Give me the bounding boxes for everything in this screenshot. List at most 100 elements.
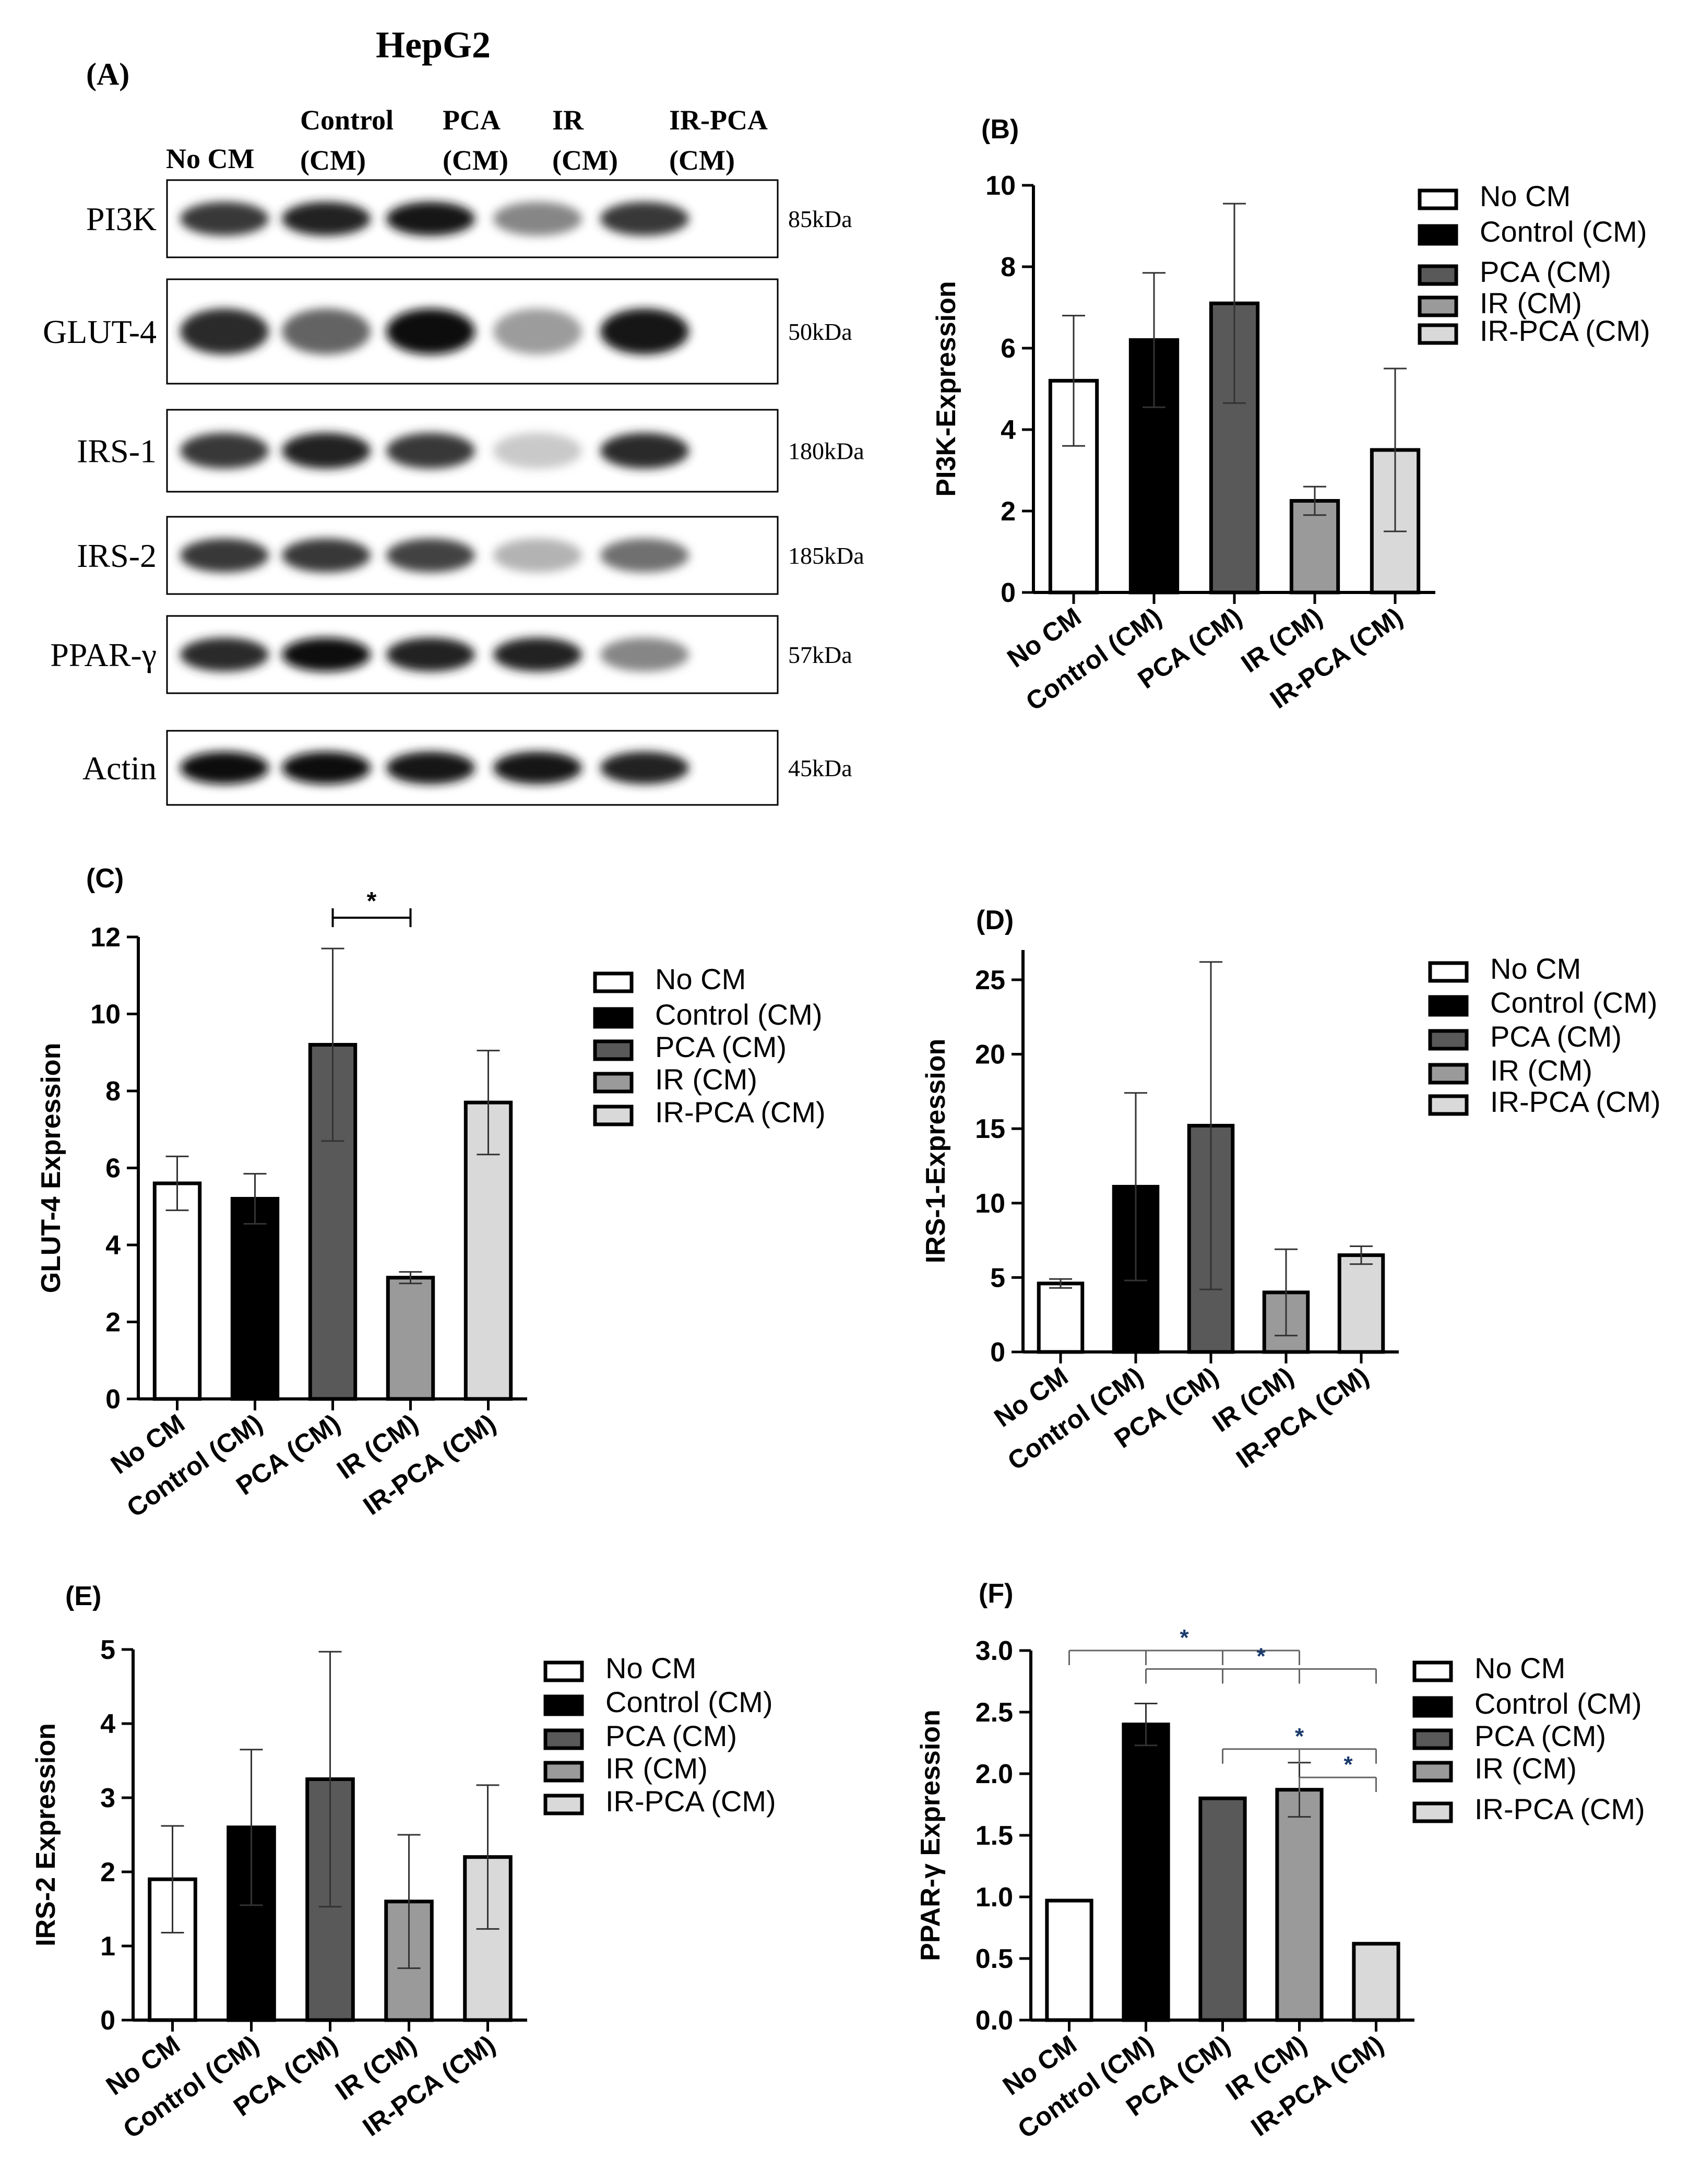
legend-swatch [1418, 224, 1458, 246]
legend-swatch [593, 971, 634, 993]
lane-label: (CM) [300, 145, 366, 176]
blot-band [600, 308, 689, 354]
blot-band [386, 637, 475, 672]
legend-swatch [543, 1761, 584, 1783]
legend-swatch [593, 1105, 634, 1126]
y-tick-label: 8 [105, 1076, 121, 1107]
blot-band [386, 538, 475, 573]
bar [1122, 1723, 1170, 2022]
y-tick-label: 10 [90, 1000, 121, 1030]
blot-protein-label: PI3K [86, 200, 157, 238]
bar [230, 1197, 280, 1401]
y-tick-label: 2 [100, 1857, 115, 1888]
panel-label: (D) [976, 905, 1014, 935]
legend-swatch [1418, 188, 1458, 210]
legend-label: No CM [1474, 1652, 1565, 1684]
y-tick-label: 2 [105, 1308, 121, 1338]
legend-label: PCA (CM) [1490, 1020, 1622, 1053]
y-tick-label: 10 [985, 171, 1016, 201]
lane-header: Control (CM) [300, 104, 394, 176]
chart-panel-f: (F) 0.0 0.5 1.0 1.5 2.0 2.5 3.0 PPAR-γ Expressio… [915, 1578, 1414, 2144]
sig-star: * [1343, 1752, 1353, 1777]
lane-header: IR (CM) [552, 104, 618, 176]
legend-swatch [543, 1694, 584, 1716]
blot-size-label: 85kDa [788, 206, 852, 232]
y-tick-label: 2.5 [976, 1698, 1013, 1728]
blot-pi3k: PI3K 85kDa [86, 179, 852, 258]
blot-band [282, 432, 371, 469]
blot-band [600, 637, 689, 672]
panel-label: (B) [981, 114, 1019, 145]
bar [1198, 1796, 1247, 2022]
bar [1352, 1942, 1400, 2022]
legend-label: IR (CM) [605, 1752, 708, 1785]
x-tick-label: Control (CM) [118, 2029, 264, 2144]
panel-a-label: (A) [86, 57, 129, 91]
y-tick-label: 2.0 [976, 1759, 1013, 1789]
blot-size-label: 180kDa [788, 438, 864, 465]
x-tick-label: Control (CM) [122, 1408, 268, 1523]
legend-label: IR (CM) [655, 1063, 757, 1096]
blot-band [493, 637, 582, 672]
blot-protein-label: GLUT-4 [43, 313, 157, 350]
legend-swatch [593, 1072, 634, 1094]
blot-actin: Actin 45kDa [82, 730, 852, 806]
x-tick-label: IR-PCA (CM) [1246, 2029, 1389, 2142]
legend-swatch [1412, 1728, 1453, 1750]
legend-swatch [1428, 1094, 1469, 1116]
legend-swatch [1418, 264, 1458, 286]
y-tick-label: 6 [1001, 334, 1016, 364]
blot-band [600, 432, 689, 469]
y-axis-label: PI3K-Expression [931, 281, 961, 496]
y-tick-label: 4 [1001, 415, 1016, 445]
y-tick-label: 4 [105, 1230, 121, 1261]
legend-swatch [1412, 1801, 1453, 1823]
blot-protein-label: PPAR-γ [50, 636, 157, 673]
y-tick-label: 25 [975, 965, 1005, 995]
blot-irs-2: IRS-2 185kDa [77, 516, 864, 595]
y-tick-label: 1.5 [976, 1821, 1013, 1851]
blot-band [180, 751, 269, 785]
x-tick-label: IR-PCA (CM) [358, 1408, 501, 1521]
blot-band [386, 201, 475, 236]
y-tick-label: 20 [975, 1040, 1005, 1070]
lane-header: IR-PCA (CM) [669, 104, 768, 176]
blot-band [282, 201, 371, 236]
legend-label: PCA (CM) [1474, 1719, 1606, 1752]
y-tick-label: 0 [100, 2005, 115, 2036]
legend-swatch [1428, 1063, 1469, 1085]
x-tick-label: IR-PCA (CM) [358, 2029, 501, 2142]
cell-line-title: HepG2 [376, 24, 491, 66]
legend-label: IR (CM) [1474, 1752, 1577, 1785]
blot-glut-4: GLUT-4 50kDa [43, 278, 852, 385]
bar [386, 1276, 435, 1401]
blot-size-label: 50kDa [788, 318, 852, 345]
y-axis-label: IRS-2 Expression [31, 1723, 61, 1946]
y-tick-label: 1 [100, 1931, 115, 1962]
legend-swatch [543, 1794, 584, 1815]
legend-swatch [1412, 1696, 1453, 1718]
y-tick-label: 0 [990, 1337, 1005, 1368]
legend-swatch [1412, 1660, 1453, 1682]
y-tick-label: 0.5 [976, 1944, 1013, 1974]
blot-protein-label: IRS-1 [77, 433, 157, 470]
lane-label: (CM) [552, 145, 618, 176]
blot-size-label: 45kDa [788, 755, 852, 781]
y-tick-label: 12 [90, 922, 121, 953]
blot-size-label: 185kDa [788, 542, 864, 569]
blot-band [493, 538, 582, 573]
lane-label: (CM) [669, 145, 735, 176]
legend-swatch [543, 1728, 584, 1750]
y-axis-label: PPAR-γ Expression [915, 1710, 946, 1961]
blot-irs-1: IRS-1 180kDa [77, 409, 864, 493]
bar [1037, 1281, 1085, 1354]
blot-band [282, 751, 371, 785]
legend-swatch [1412, 1761, 1453, 1783]
legend-label: No CM [655, 963, 746, 995]
